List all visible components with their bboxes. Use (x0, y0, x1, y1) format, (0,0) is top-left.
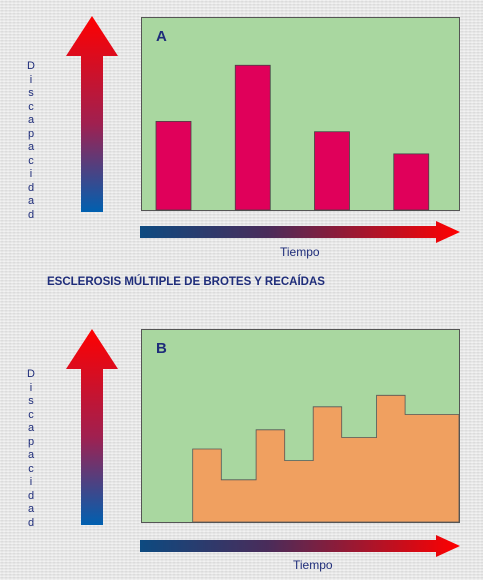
chart-panel-a: A (141, 17, 460, 211)
panel-label-a: A (156, 28, 167, 45)
disability-step-area (192, 394, 460, 523)
x-arrow-a (140, 221, 460, 243)
bar-layer-a (155, 64, 430, 211)
x-axis-label-b: Tiempo (293, 558, 333, 572)
bar-1 (155, 120, 192, 211)
panel-label-b: B (156, 340, 167, 357)
y-arrow-a (66, 16, 118, 212)
y-arrow-b (66, 329, 118, 525)
step-layer-b (192, 394, 460, 523)
figure-title: ESCLEROSIS MÚLTIPLE DE BROTES Y RECAÍDAS (47, 276, 325, 288)
bar-2 (234, 64, 271, 211)
chart-panel-b: B (141, 329, 460, 523)
x-axis-label-a: Tiempo (280, 245, 320, 259)
bar-3 (314, 131, 350, 211)
x-arrow-b (140, 535, 460, 557)
bar-4 (393, 153, 430, 211)
